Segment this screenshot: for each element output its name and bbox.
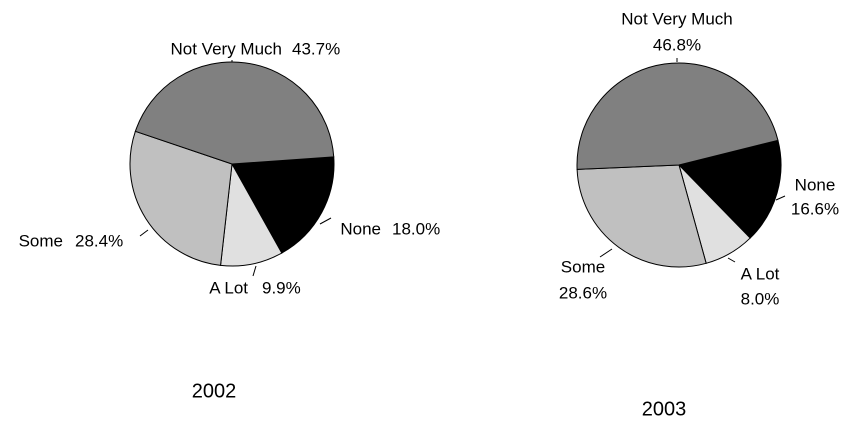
pie-slice: [576, 62, 779, 170]
slice-label: A Lot: [209, 278, 248, 297]
slice-value-label: 28.6%: [559, 283, 607, 302]
slice-label: Not Very Much: [171, 39, 283, 58]
slice-label: None: [340, 219, 381, 238]
slice-value-label: 43.7%: [292, 39, 340, 58]
pie-slice: [129, 130, 233, 266]
slice-label: A Lot: [741, 264, 780, 283]
leader-line: [319, 217, 332, 225]
slice-value-label: 28.4%: [75, 231, 123, 250]
pie-slice: [134, 61, 335, 165]
slice-value-label: 8.0%: [741, 289, 780, 308]
slice-value-label: 46.8%: [653, 35, 701, 54]
slice-label: None: [795, 175, 836, 194]
slice-value-label: 16.6%: [791, 199, 839, 218]
slice-value-label: 18.0%: [392, 219, 440, 238]
chart-title: 2003: [642, 398, 687, 420]
leader-line: [727, 257, 736, 263]
pie-slice: [231, 156, 335, 254]
slice-label: Some: [19, 231, 63, 250]
slice-label: Some: [561, 257, 605, 276]
leader-line: [775, 195, 786, 201]
leader-line: [139, 229, 149, 237]
slice-label: Not Very Much: [621, 9, 733, 28]
slice-value-label: 9.9%: [262, 278, 301, 297]
chart-title: 2002: [192, 380, 237, 402]
pie-slice: [576, 164, 707, 268]
leader-line: [252, 265, 257, 277]
leader-line: [599, 248, 613, 258]
pie-slice: [678, 139, 782, 239]
